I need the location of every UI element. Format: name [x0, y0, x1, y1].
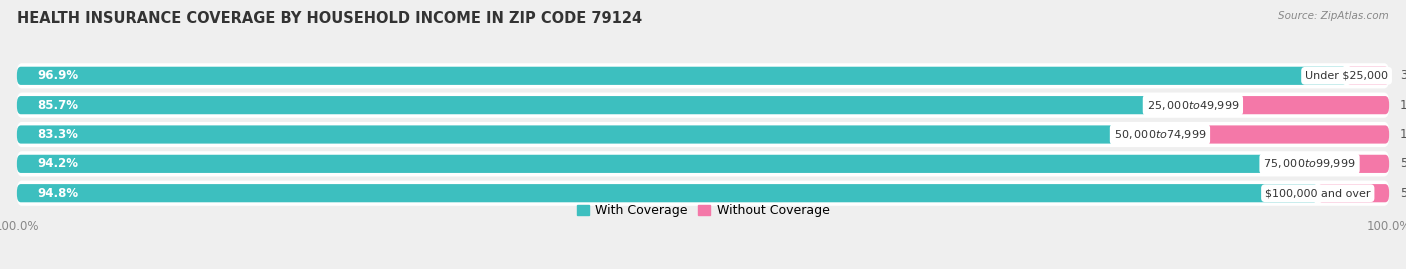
Text: 83.3%: 83.3%: [38, 128, 79, 141]
FancyBboxPatch shape: [1317, 184, 1389, 202]
FancyBboxPatch shape: [17, 180, 1389, 206]
Text: 3.1%: 3.1%: [1400, 69, 1406, 82]
Text: HEALTH INSURANCE COVERAGE BY HOUSEHOLD INCOME IN ZIP CODE 79124: HEALTH INSURANCE COVERAGE BY HOUSEHOLD I…: [17, 11, 643, 26]
FancyBboxPatch shape: [17, 155, 1309, 173]
FancyBboxPatch shape: [17, 125, 1160, 144]
FancyBboxPatch shape: [1192, 96, 1389, 114]
Text: $25,000 to $49,999: $25,000 to $49,999: [1147, 99, 1239, 112]
Legend: With Coverage, Without Coverage: With Coverage, Without Coverage: [572, 199, 834, 222]
Text: $50,000 to $74,999: $50,000 to $74,999: [1114, 128, 1206, 141]
FancyBboxPatch shape: [1347, 67, 1389, 85]
Text: 85.7%: 85.7%: [38, 99, 79, 112]
Text: 14.3%: 14.3%: [1400, 99, 1406, 112]
FancyBboxPatch shape: [17, 63, 1389, 89]
Text: Under $25,000: Under $25,000: [1305, 71, 1388, 81]
FancyBboxPatch shape: [17, 67, 1347, 85]
Text: 5.2%: 5.2%: [1400, 187, 1406, 200]
Text: 96.9%: 96.9%: [38, 69, 79, 82]
FancyBboxPatch shape: [17, 93, 1389, 118]
FancyBboxPatch shape: [17, 96, 1192, 114]
Text: $75,000 to $99,999: $75,000 to $99,999: [1264, 157, 1355, 170]
Text: 94.8%: 94.8%: [38, 187, 79, 200]
FancyBboxPatch shape: [17, 122, 1389, 147]
FancyBboxPatch shape: [17, 151, 1389, 176]
Text: 94.2%: 94.2%: [38, 157, 79, 170]
FancyBboxPatch shape: [1160, 125, 1389, 144]
FancyBboxPatch shape: [1309, 155, 1389, 173]
Text: $100,000 and over: $100,000 and over: [1265, 188, 1371, 198]
FancyBboxPatch shape: [17, 184, 1317, 202]
Text: 16.7%: 16.7%: [1400, 128, 1406, 141]
Text: 5.8%: 5.8%: [1400, 157, 1406, 170]
Text: Source: ZipAtlas.com: Source: ZipAtlas.com: [1278, 11, 1389, 21]
